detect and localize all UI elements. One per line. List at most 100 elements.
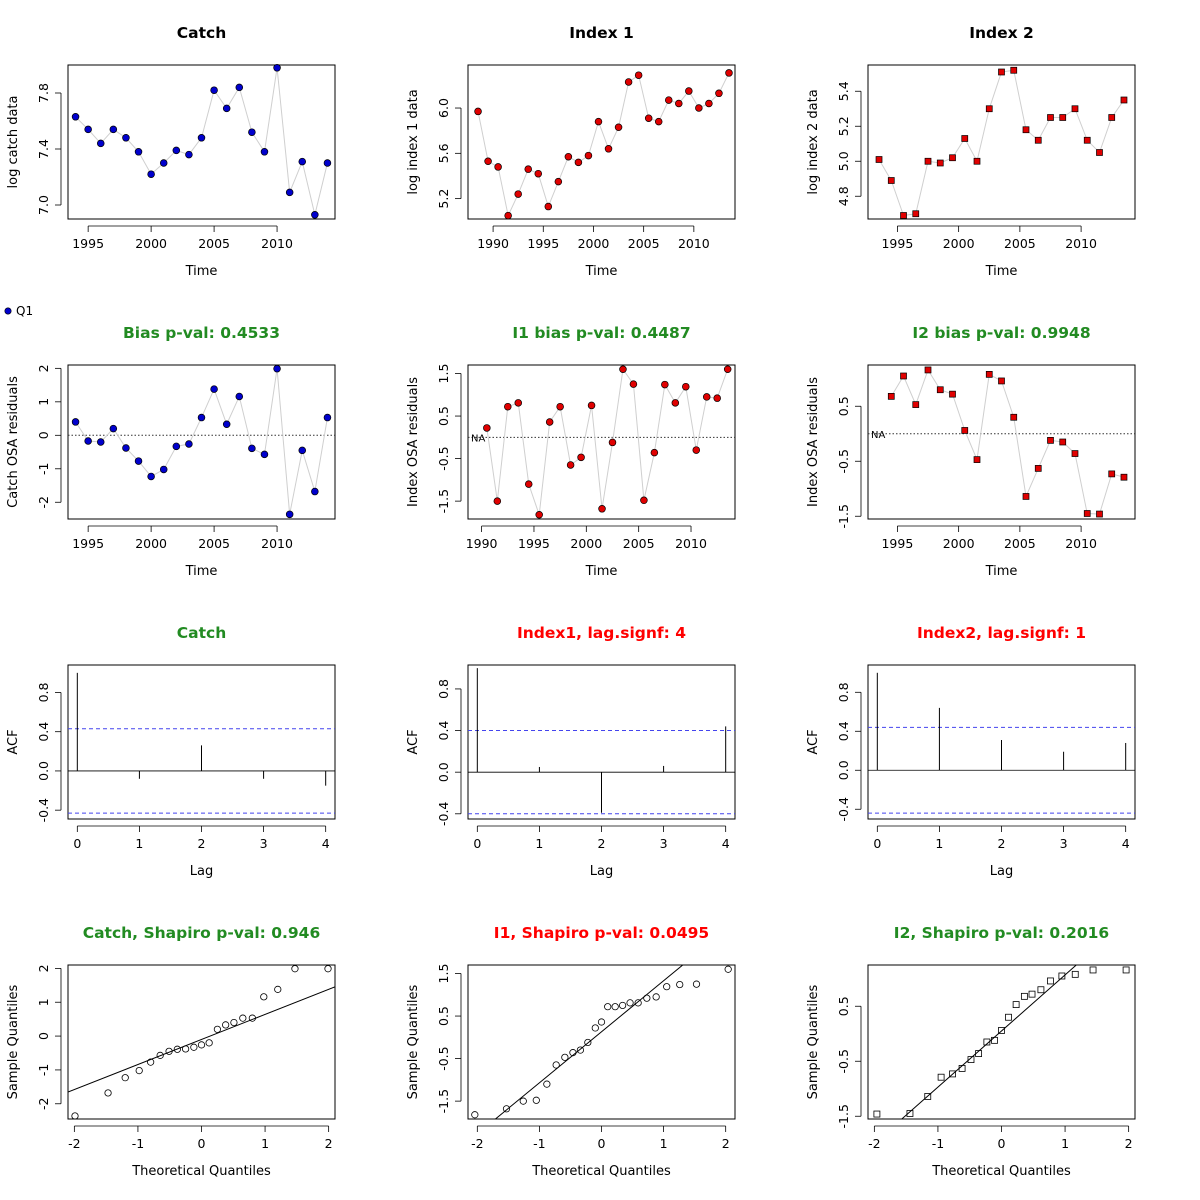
data-point (323, 413, 332, 422)
x-tick-label: 2005 (198, 536, 230, 551)
na-label: NA (871, 430, 885, 441)
qq-point (1071, 970, 1079, 978)
x-tick-label: 1995 (527, 236, 559, 251)
x-tick-label: 1 (1061, 1136, 1069, 1151)
x-tick-label: 2000 (578, 236, 610, 251)
data-point (524, 165, 532, 173)
qq-point (471, 1111, 479, 1119)
panel-index1_acf: Index1, lag.signf: 4 0 1 2 3 4 -0.4 0.0 0.4 0.8 La… (406, 624, 736, 879)
data-point (235, 392, 244, 401)
data-point (936, 159, 944, 167)
data-point (1108, 470, 1116, 478)
data-point (634, 71, 643, 79)
data-point (524, 480, 533, 488)
x-axis-label: Lag (990, 864, 1013, 879)
y-tick-label: 6.0 (436, 98, 451, 118)
data-point (109, 424, 118, 433)
y-tick-label: 1.5 (436, 964, 451, 984)
data-point (1120, 96, 1128, 104)
data-point (71, 113, 80, 121)
qq-point (543, 1080, 551, 1088)
y-tick-label: 7.8 (36, 83, 51, 103)
data-point (323, 159, 332, 167)
qq-point (967, 1056, 975, 1063)
data-point (705, 99, 713, 108)
panel-index1_resid: I1 bias p-val: 0.4487 1990 1995 2000 2005 201… (406, 324, 736, 579)
qq-point (958, 1065, 966, 1072)
qq-point (604, 1003, 612, 1011)
data-point (682, 382, 690, 391)
data-point (96, 139, 105, 148)
x-tick-label: -1 (932, 1136, 944, 1151)
panel-title: I2, Shapiro p-val: 0.2016 (894, 924, 1109, 942)
data-point (692, 446, 701, 454)
x-tick-label: 1 (660, 1136, 668, 1151)
data-point (109, 125, 118, 134)
data-point (1108, 114, 1116, 121)
qq-point (569, 1049, 577, 1057)
y-tick-label: -0.4 (436, 802, 451, 826)
y-tick-label: 7.0 (36, 195, 51, 215)
data-point (695, 104, 703, 112)
panel-title: Bias p-val: 0.4533 (123, 324, 280, 342)
y-tick-label: -0.5 (436, 446, 451, 470)
x-tick-label: 2000 (943, 536, 975, 551)
y-tick-label: 0.4 (36, 722, 51, 742)
qq-point (197, 1041, 206, 1049)
y-tick-label: -1.5 (436, 489, 451, 513)
x-tick-label: 2010 (678, 236, 710, 251)
qq-point (222, 1021, 230, 1029)
data-point (594, 117, 603, 126)
y-tick-label: 0.0 (436, 762, 451, 782)
qq-point (991, 1036, 998, 1044)
data-point (973, 456, 981, 463)
plot-frame (867, 364, 1136, 520)
qq-point (663, 983, 671, 991)
series-line (890, 368, 1125, 515)
qq-point (676, 980, 684, 989)
qq-point (906, 1110, 914, 1117)
data-point (961, 427, 969, 434)
qq-point (519, 1097, 527, 1105)
data-point (654, 117, 663, 126)
y-tick-label: 2 (36, 964, 51, 972)
data-point (614, 123, 623, 132)
x-tick-label: 2005 (628, 236, 660, 251)
y-tick-label: 1 (36, 398, 51, 406)
y-axis-label: log index 2 data (806, 89, 821, 194)
qq-point (626, 999, 634, 1007)
x-axis-label: Time (985, 564, 1018, 579)
data-point (504, 402, 512, 411)
x-axis-label: Lag (190, 864, 213, 879)
x-tick-label: 4 (322, 836, 330, 851)
data-point (210, 86, 218, 94)
y-tick-label: -1 (36, 1064, 51, 1076)
x-tick-label: 2 (198, 836, 206, 851)
x-tick-label: 1995 (881, 536, 913, 551)
y-tick-label: 7.4 (36, 139, 51, 159)
qq-point (561, 1053, 569, 1061)
na-label: NA (471, 433, 485, 444)
qq-point (135, 1067, 143, 1075)
data-point (197, 413, 206, 422)
x-tick-label: 3 (1060, 836, 1068, 851)
qq-point (173, 1045, 181, 1053)
x-tick-label: 1 (135, 836, 143, 851)
qq-point (1020, 992, 1028, 1000)
data-point (1120, 473, 1128, 481)
x-tick-label: -1 (132, 1136, 144, 1151)
data-point (661, 380, 669, 389)
x-tick-label: 2010 (1065, 536, 1097, 551)
x-tick-label: 2010 (261, 236, 293, 251)
data-point (640, 496, 648, 505)
panel-index1_qq: I1, Shapiro p-val: 0.0495 -2 -1 0 1 2 -1.5 -0.5… (406, 924, 736, 1179)
data-point (1059, 114, 1067, 121)
y-tick-label: -2 (36, 1098, 51, 1110)
data-point (544, 202, 553, 211)
x-tick-label: -2 (868, 1136, 880, 1151)
plot-frame (67, 364, 336, 520)
x-tick-label: 2000 (943, 236, 975, 251)
data-point (298, 446, 307, 455)
data-point (535, 510, 543, 519)
